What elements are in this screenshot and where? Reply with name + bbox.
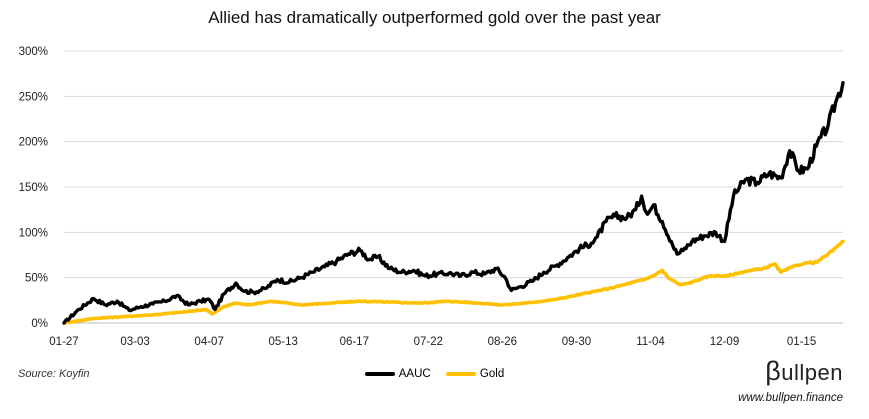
bullpen-logo-text: ullpen bbox=[781, 360, 843, 385]
legend: AAUC Gold bbox=[0, 367, 869, 380]
x-tick-label: 01-15 bbox=[787, 336, 816, 348]
x-axis-ticks: 01-27 03-03 04-07 05-13 06-17 07-22 08-26 09-30… bbox=[49, 336, 816, 348]
grid-lines bbox=[64, 50, 843, 324]
x-tick-label: 05-13 bbox=[268, 336, 297, 348]
chart-title: Allied has dramatically outperformed gol… bbox=[208, 8, 661, 27]
series-line-gold bbox=[62, 239, 845, 325]
x-tick-label: 09-30 bbox=[562, 336, 591, 348]
x-tick-label: 12-09 bbox=[710, 336, 739, 348]
source-note: Source: Koyfin bbox=[18, 368, 90, 380]
bullpen-logo-beta: β bbox=[765, 356, 782, 386]
legend-item-gold: Gold bbox=[445, 368, 505, 380]
x-tick-label: 08-26 bbox=[488, 336, 517, 348]
y-tick-label: 300% bbox=[19, 46, 48, 58]
series-lines bbox=[62, 81, 845, 325]
website-url: www.bullpen.finance bbox=[738, 392, 843, 404]
x-tick-label: 07-22 bbox=[414, 336, 443, 348]
x-tick-label: 11-04 bbox=[636, 336, 665, 348]
y-tick-label: 250% bbox=[19, 91, 48, 103]
series-line-aauc bbox=[62, 81, 845, 325]
legend-label-aauc: AAUC bbox=[398, 368, 431, 380]
x-tick-label: 01-27 bbox=[49, 336, 78, 348]
y-tick-label: 150% bbox=[19, 182, 48, 194]
legend-swatch-aauc bbox=[364, 372, 395, 376]
y-axis-ticks: 0% 50% 100% 150% 200% 250% 300% bbox=[19, 46, 48, 330]
x-tick-label: 04-07 bbox=[194, 336, 223, 348]
y-tick-label: 0% bbox=[31, 318, 48, 330]
legend-label-gold: Gold bbox=[479, 368, 505, 380]
legend-item-aauc: AAUC bbox=[364, 368, 431, 380]
y-tick-label: 200% bbox=[19, 137, 48, 149]
x-tick-label: 06-17 bbox=[340, 336, 369, 348]
y-tick-label: 100% bbox=[19, 227, 48, 239]
y-tick-label: 50% bbox=[25, 273, 48, 285]
bullpen-logo: βullpen bbox=[765, 356, 843, 387]
x-tick-label: 03-03 bbox=[120, 336, 149, 348]
legend-swatch-gold bbox=[445, 372, 476, 376]
